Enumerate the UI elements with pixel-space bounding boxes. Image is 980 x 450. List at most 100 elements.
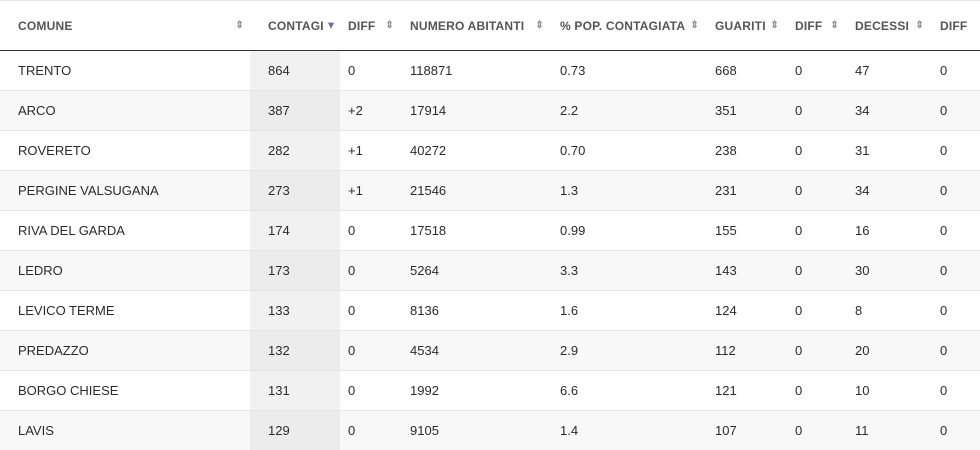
col-header-contagi[interactable]: CONTAGI ▾ [250, 0, 340, 51]
col-header-diff-guariti[interactable]: DIFF ⇕ [785, 0, 845, 51]
cell-diff: 0 [340, 250, 400, 291]
cell-contagi: 173 [250, 250, 340, 291]
table-row: PREDAZZO 132 0 4534 2.9 112 0 20 0 [0, 330, 980, 371]
cell-diff-decessi: 0 [930, 250, 980, 291]
cell-guariti: 668 [705, 50, 785, 91]
cell-comune: LAVIS [0, 410, 250, 450]
cell-decessi: 11 [845, 410, 930, 450]
cell-pop-contagiata: 3.3 [550, 250, 705, 291]
cell-numero-abitanti: 118871 [400, 50, 550, 91]
col-header-decessi[interactable]: DECESSI ⇕ [845, 0, 930, 51]
cell-diff-guariti: 0 [785, 130, 845, 171]
cell-guariti: 107 [705, 410, 785, 450]
cell-comune: ARCO [0, 90, 250, 131]
col-header-pop-contagiata[interactable]: % POP. CONTAGIATA ⇕ [550, 0, 705, 51]
cell-diff-guariti: 0 [785, 90, 845, 131]
cell-pop-contagiata: 1.3 [550, 170, 705, 211]
cell-numero-abitanti: 5264 [400, 250, 550, 291]
cell-diff-guariti: 0 [785, 330, 845, 371]
cell-guariti: 231 [705, 170, 785, 211]
cell-diff-guariti: 0 [785, 290, 845, 331]
cell-diff-decessi: 0 [930, 290, 980, 331]
cell-guariti: 155 [705, 210, 785, 251]
cell-numero-abitanti: 8136 [400, 290, 550, 331]
cell-decessi: 8 [845, 290, 930, 331]
cell-diff: +2 [340, 90, 400, 131]
sort-updown-icon[interactable]: ⇕ [690, 19, 699, 31]
col-header-label: CONTAGI [268, 18, 324, 33]
cell-diff: +1 [340, 130, 400, 171]
cell-diff-decessi: 0 [930, 370, 980, 411]
cell-diff-decessi: 0 [930, 130, 980, 171]
cell-comune: TRENTO [0, 50, 250, 91]
cell-diff: 0 [340, 210, 400, 251]
cell-numero-abitanti: 1992 [400, 370, 550, 411]
cell-pop-contagiata: 6.6 [550, 370, 705, 411]
cell-guariti: 143 [705, 250, 785, 291]
cell-diff: 0 [340, 410, 400, 450]
cell-contagi: 273 [250, 170, 340, 211]
cell-comune: BORGO CHIESE [0, 370, 250, 411]
cell-pop-contagiata: 0.70 [550, 130, 705, 171]
table-row: LAVIS 129 0 9105 1.4 107 0 11 0 [0, 410, 980, 450]
cell-diff-guariti: 0 [785, 50, 845, 91]
sort-updown-icon[interactable]: ⇕ [830, 19, 839, 31]
cell-diff-guariti: 0 [785, 410, 845, 450]
cell-diff-decessi: 0 [930, 50, 980, 91]
col-header-numero-abitanti[interactable]: NUMERO ABITANTI ⇕ [400, 0, 550, 51]
cell-diff: 0 [340, 50, 400, 91]
cell-numero-abitanti: 4534 [400, 330, 550, 371]
cell-comune: LEDRO [0, 250, 250, 291]
cell-comune: PERGINE VALSUGANA [0, 170, 250, 211]
sort-updown-icon[interactable]: ⇕ [915, 19, 924, 31]
cell-contagi: 864 [250, 50, 340, 91]
cell-comune: RIVA DEL GARDA [0, 210, 250, 251]
cell-diff-decessi: 0 [930, 170, 980, 211]
col-header-comune[interactable]: COMUNE ⇕ [0, 0, 250, 51]
cell-diff-decessi: 0 [930, 330, 980, 371]
cell-pop-contagiata: 1.4 [550, 410, 705, 450]
col-header-diff[interactable]: DIFF ⇕ [340, 0, 400, 51]
col-header-label: NUMERO ABITANTI [410, 18, 525, 33]
sort-updown-icon[interactable]: ⇕ [235, 19, 244, 31]
table-row: TRENTO 864 0 118871 0.73 668 0 47 0 [0, 50, 980, 91]
col-header-guariti[interactable]: GUARITI ⇕ [705, 0, 785, 51]
col-header-label: GUARITI [715, 18, 766, 33]
cell-decessi: 16 [845, 210, 930, 251]
col-header-label: DIFF [795, 18, 823, 33]
table-row: LEVICO TERME 133 0 8136 1.6 124 0 8 0 [0, 290, 980, 331]
table-row: ROVERETO 282 +1 40272 0.70 238 0 31 0 [0, 130, 980, 171]
cell-comune: PREDAZZO [0, 330, 250, 371]
cell-comune: ROVERETO [0, 130, 250, 171]
table-row: BORGO CHIESE 131 0 1992 6.6 121 0 10 0 [0, 370, 980, 411]
cell-decessi: 20 [845, 330, 930, 371]
cell-decessi: 34 [845, 90, 930, 131]
cell-diff-guariti: 0 [785, 210, 845, 251]
col-header-label: DIFF [940, 18, 968, 33]
cell-diff-decessi: 0 [930, 210, 980, 251]
cell-comune: LEVICO TERME [0, 290, 250, 331]
cell-diff-decessi: 0 [930, 90, 980, 131]
cell-contagi: 132 [250, 330, 340, 371]
col-header-diff-decessi[interactable]: DIFF ⇕ [930, 0, 980, 51]
sort-updown-icon[interactable]: ⇕ [770, 19, 779, 31]
cell-diff-decessi: 0 [930, 410, 980, 450]
cell-guariti: 238 [705, 130, 785, 171]
sort-desc-icon[interactable]: ▾ [328, 19, 334, 31]
cell-numero-abitanti: 21546 [400, 170, 550, 211]
table-row: LEDRO 173 0 5264 3.3 143 0 30 0 [0, 250, 980, 291]
cell-contagi: 129 [250, 410, 340, 450]
cell-contagi: 131 [250, 370, 340, 411]
cell-guariti: 351 [705, 90, 785, 131]
cell-decessi: 31 [845, 130, 930, 171]
cell-guariti: 121 [705, 370, 785, 411]
table-row: PERGINE VALSUGANA 273 +1 21546 1.3 231 0 34 0 [0, 170, 980, 211]
table-row: ARCO 387 +2 17914 2.2 351 0 34 0 [0, 90, 980, 131]
cell-pop-contagiata: 0.99 [550, 210, 705, 251]
cell-contagi: 387 [250, 90, 340, 131]
cell-diff: 0 [340, 330, 400, 371]
table-header-row: COMUNE ⇕ CONTAGI ▾ DIFF ⇕ NUMERO ABITANT… [0, 0, 980, 51]
sort-updown-icon[interactable]: ⇕ [385, 19, 394, 31]
sort-updown-icon[interactable]: ⇕ [535, 19, 544, 31]
